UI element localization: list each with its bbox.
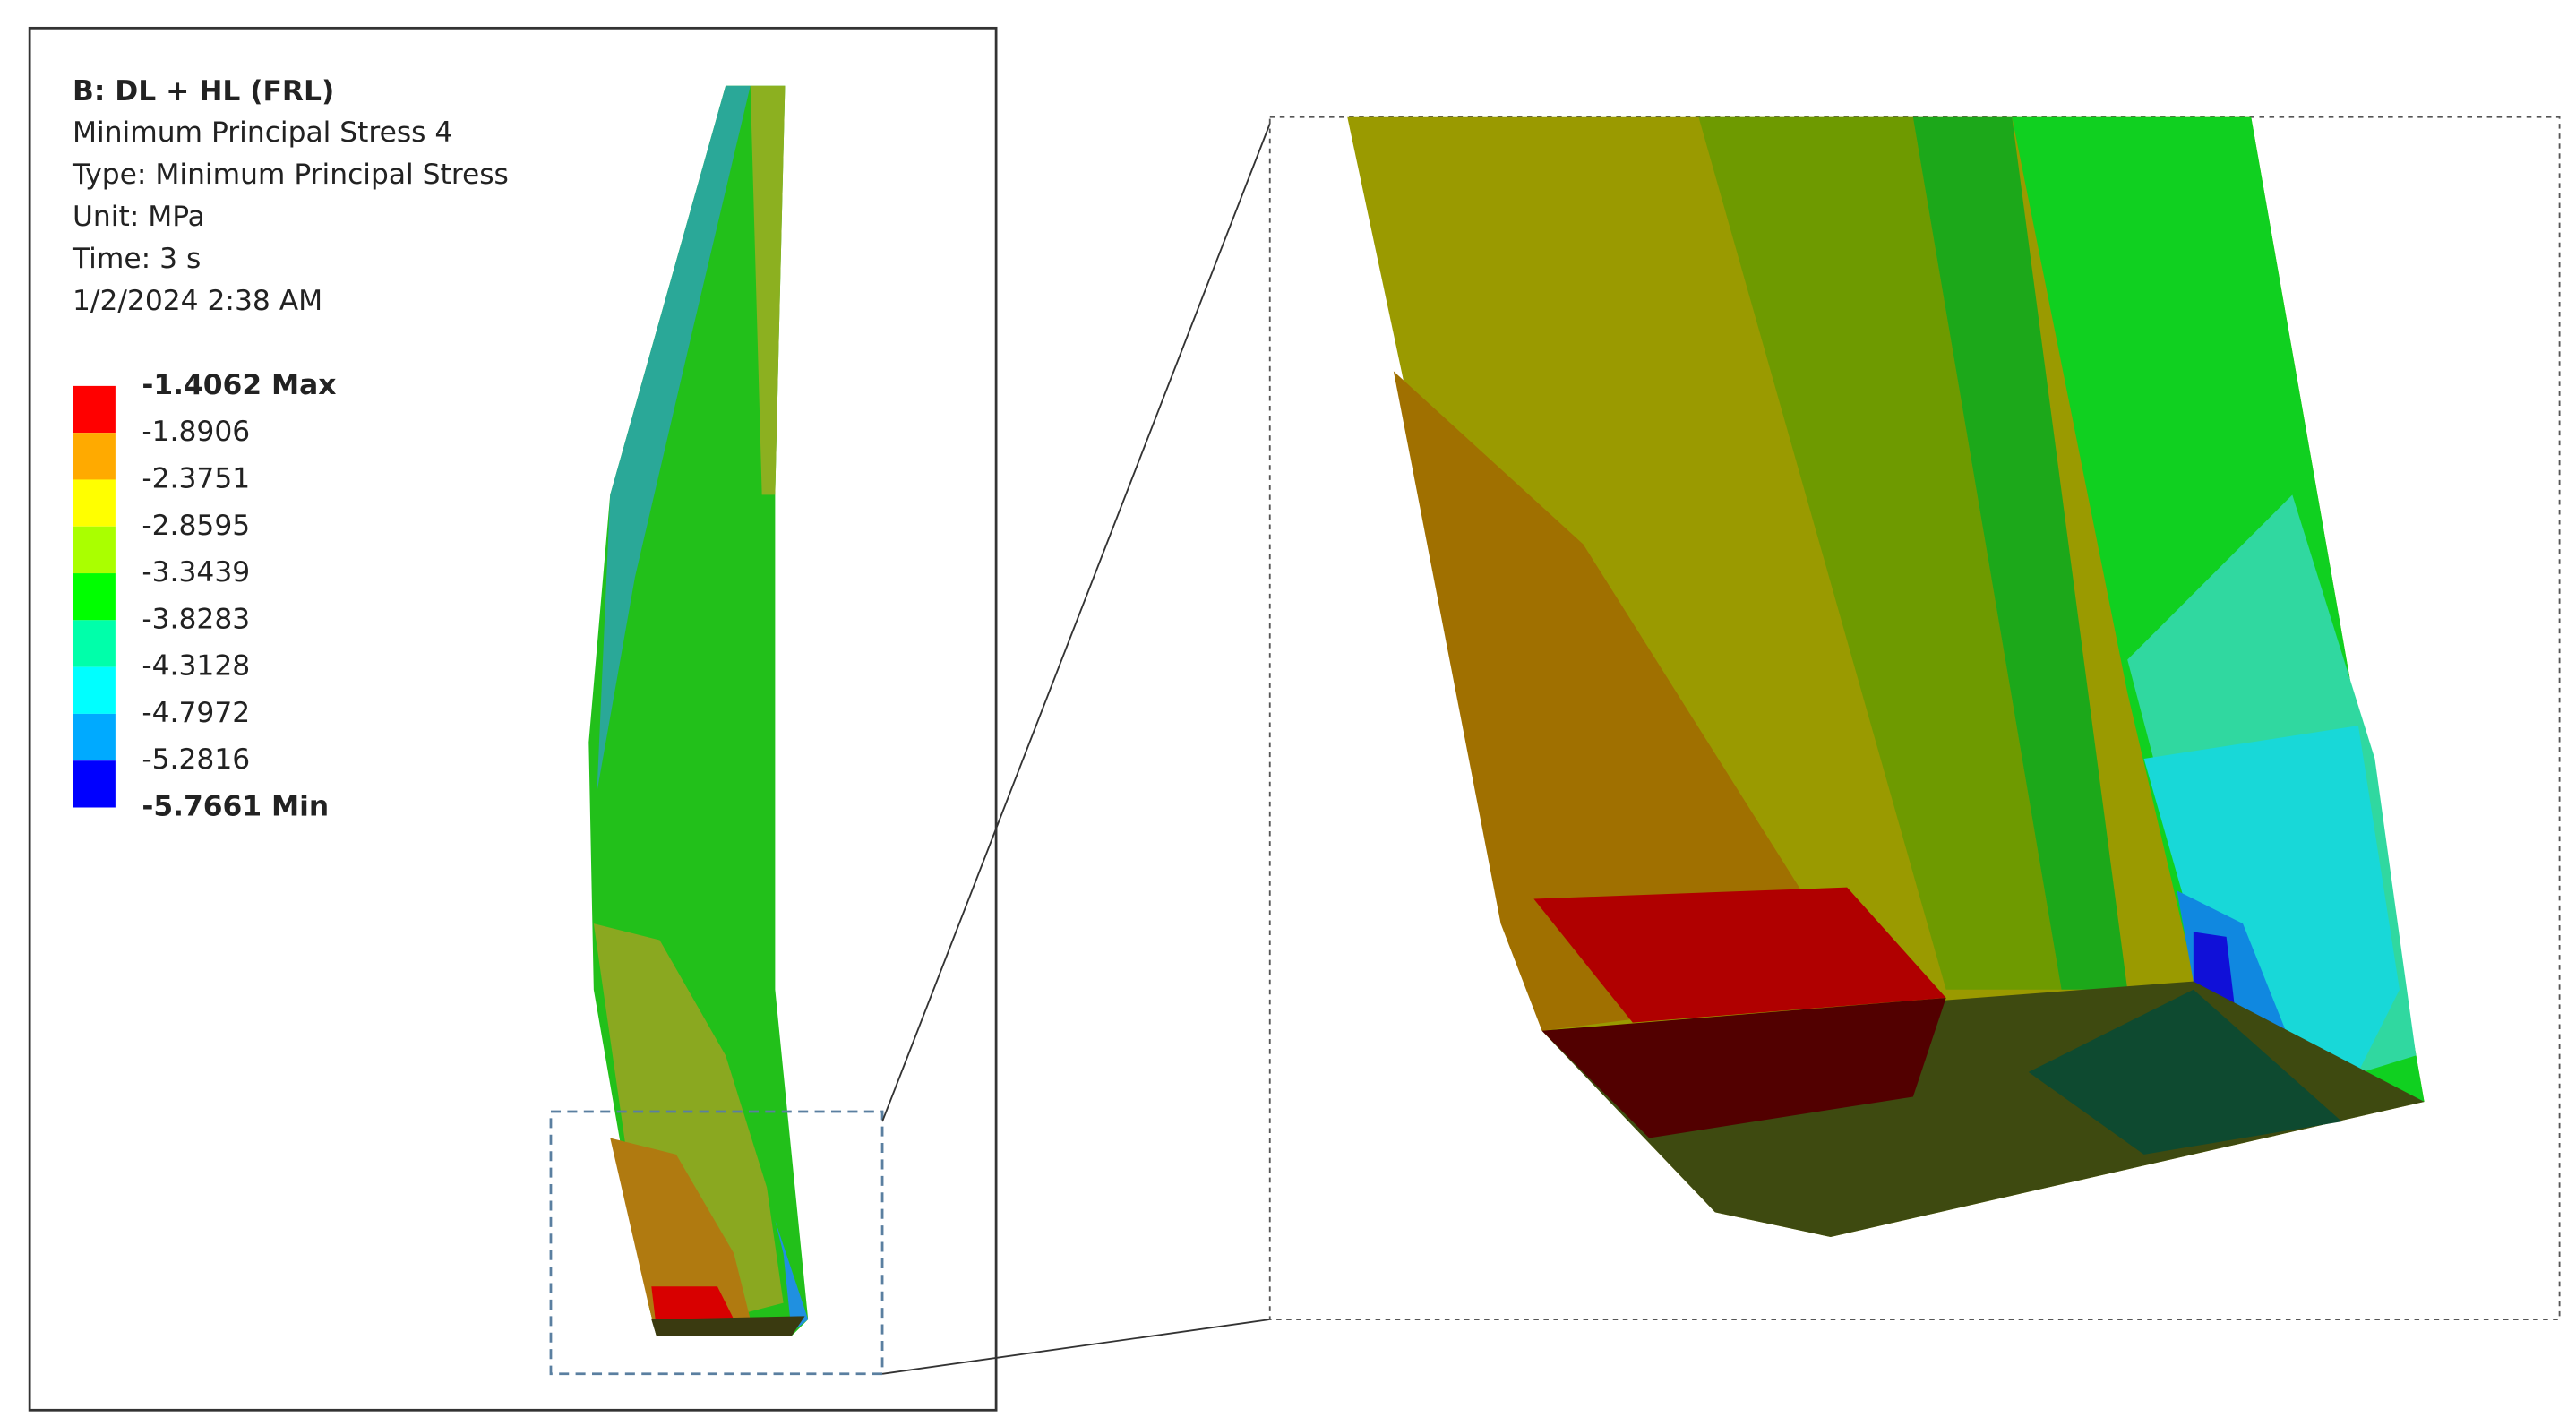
leader-line: [881, 1319, 1270, 1375]
legend-swatch: [73, 526, 116, 574]
info-line: Minimum Principal Stress 4: [73, 116, 452, 149]
legend-swatch: [73, 433, 116, 480]
legend-label: -4.7972: [142, 697, 250, 729]
legend-label: -3.8283: [142, 603, 250, 635]
zoom-box: [549, 1110, 884, 1376]
legend-swatch: [73, 573, 116, 621]
legend-label: -1.4062 Max: [142, 369, 336, 401]
legend-swatch: [73, 666, 116, 714]
info-line: 1/2/2024 2:38 AM: [73, 285, 322, 317]
legend-label: -5.2816: [142, 743, 250, 776]
info-line: Time: 3 s: [72, 243, 201, 275]
legend-label: -5.7661 Min: [142, 791, 329, 823]
left-frame: [28, 26, 998, 1412]
legend-label: -2.3751: [142, 462, 250, 494]
info-line: Type: Minimum Principal Stress: [72, 159, 509, 191]
legend: -1.4062 Max -1.8906 -2.3751 -2.8595 -3.3439 -…: [73, 369, 336, 823]
legend-label: -2.8595: [142, 510, 250, 542]
legend-label: -1.8906: [142, 416, 250, 448]
legend-swatch: [73, 385, 116, 434]
legend-swatch: [73, 479, 116, 527]
leader-line: [881, 123, 1271, 1122]
legend-swatch: [73, 620, 116, 667]
legend-label: -3.3439: [142, 556, 250, 588]
legend-swatch: [73, 760, 116, 808]
info-line: Unit: MPa: [73, 201, 205, 233]
legend-label: -4.3128: [142, 650, 250, 683]
result-title: B: DL + HL (FRL): [73, 75, 334, 107]
legend-swatch: [73, 713, 116, 761]
detail-model: [1347, 116, 2425, 1237]
blade-model: [588, 85, 809, 1336]
